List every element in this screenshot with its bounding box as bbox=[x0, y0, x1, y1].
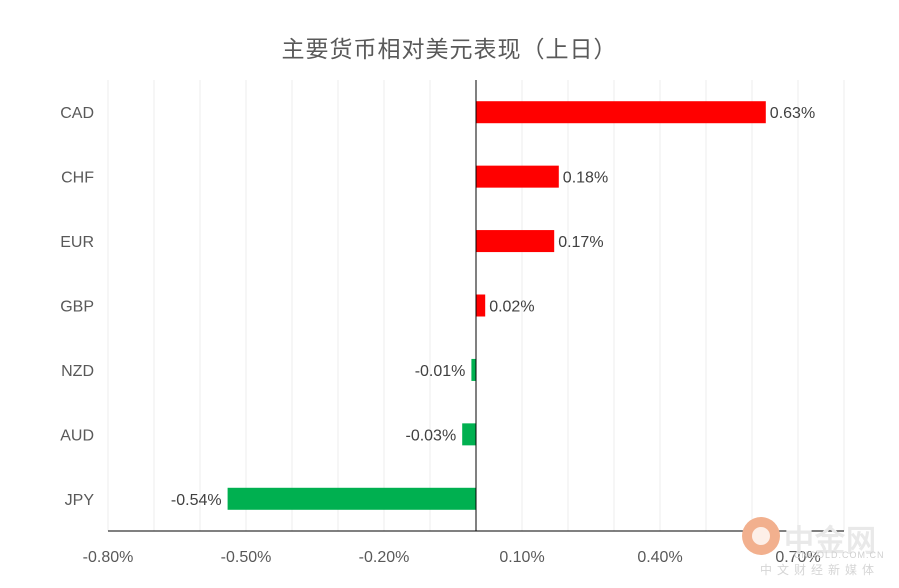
category-label: JPY bbox=[65, 492, 95, 509]
bar-jpy bbox=[227, 487, 476, 510]
category-label: GBP bbox=[60, 299, 94, 316]
data-label: 0.63% bbox=[770, 105, 815, 122]
watermark-name: 中金网 bbox=[784, 524, 877, 559]
data-label: -0.01% bbox=[415, 363, 466, 380]
category-label: AUD bbox=[60, 427, 94, 444]
x-tick-label: 0.70% bbox=[775, 549, 820, 566]
x-tick-label: -0.50% bbox=[221, 549, 272, 566]
category-label: NZD bbox=[61, 363, 94, 380]
x-tick-label: 0.10% bbox=[499, 549, 544, 566]
x-tick-label: -0.80% bbox=[83, 549, 134, 566]
bar-eur bbox=[476, 230, 555, 253]
category-label: CHF bbox=[61, 170, 94, 187]
watermark-logo-icon bbox=[742, 517, 780, 555]
bar-cad bbox=[476, 101, 766, 124]
bar-nzd bbox=[471, 358, 476, 381]
chart-title: 主要货币相对美元表现（上日） bbox=[281, 37, 618, 63]
data-label: -0.03% bbox=[405, 427, 456, 444]
watermark: 中金网 CNGOLD.COM.CN 中文财经新媒体 bbox=[740, 515, 890, 585]
category-label: CAD bbox=[60, 105, 94, 122]
bar-aud bbox=[462, 423, 476, 446]
watermark-url: CNGOLD.COM.CN bbox=[794, 550, 885, 560]
x-tick-label: 0.40% bbox=[637, 549, 682, 566]
category-label: EUR bbox=[60, 234, 94, 251]
x-tick-label: -0.20% bbox=[359, 549, 410, 566]
data-label: -0.54% bbox=[171, 492, 222, 509]
data-label: 0.17% bbox=[558, 234, 603, 251]
bar-chf bbox=[476, 165, 559, 188]
data-label: 0.02% bbox=[489, 299, 534, 316]
data-label: 0.18% bbox=[563, 170, 608, 187]
bar-gbp bbox=[476, 294, 486, 317]
watermark-subtitle: 中文财经新媒体 bbox=[760, 563, 880, 577]
